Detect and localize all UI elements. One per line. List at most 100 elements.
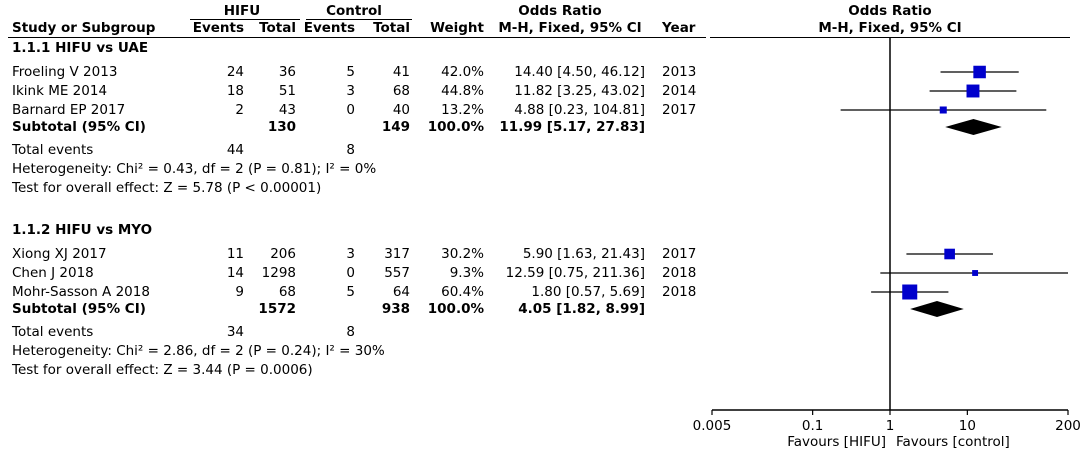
study-total1: 206: [270, 246, 296, 262]
total-events-label: Total events: [12, 142, 94, 158]
study-total2: 41: [392, 64, 410, 80]
study-name: Chen J 2018: [12, 265, 94, 281]
study-events1: 2: [235, 102, 244, 118]
total-events-label: Total events: [12, 324, 94, 340]
subtotal-weight: 100.0%: [427, 301, 484, 317]
weight-header: Weight: [430, 20, 484, 36]
favours-left-label: Favours [HIFU]: [787, 434, 886, 450]
study-name: Mohr-Sasson A 2018: [12, 284, 150, 300]
total-events2: 8: [346, 142, 355, 158]
x-tick-label: 0.1: [802, 418, 823, 434]
study-year: 2013: [662, 64, 697, 80]
study-total2: 68: [392, 83, 410, 99]
study-name: Ikink ME 2014: [12, 83, 108, 99]
study-events1: 18: [226, 83, 244, 99]
study-total1: 1298: [261, 265, 296, 281]
study-events1: 11: [226, 246, 244, 262]
subtotal-ci: 4.05 [1.82, 8.99]: [518, 301, 645, 317]
study-point-square: [902, 284, 918, 300]
study-ci: 1.80 [0.57, 5.69]: [531, 284, 645, 300]
x-tick-label: 200: [1055, 418, 1081, 434]
total1-header: Total: [259, 20, 296, 36]
study-weight: 30.2%: [441, 246, 484, 262]
study-total1: 43: [278, 102, 296, 118]
study-ci: 5.90 [1.63, 21.43]: [522, 246, 645, 262]
study-header: Study or Subgroup: [12, 20, 156, 36]
study-total2: 557: [384, 265, 410, 281]
study-events2: 0: [346, 265, 355, 281]
total-events1: 44: [226, 142, 244, 158]
study-events2: 3: [346, 246, 355, 262]
study-weight: 9.3%: [449, 265, 484, 281]
study-total1: 68: [278, 284, 296, 300]
study-year: 2017: [662, 246, 697, 262]
hifu-group-header: HIFU: [223, 3, 261, 19]
control-group-rule: [306, 19, 412, 20]
study-events2: 5: [346, 284, 355, 300]
or-header-right: Odds Ratio: [848, 3, 932, 19]
study-ci: 12.59 [0.75, 211.36]: [505, 265, 645, 281]
study-point-square: [966, 84, 980, 98]
total-events2: 8: [346, 324, 355, 340]
or-header-left: Odds Ratio: [518, 3, 602, 19]
study-ci: 11.82 [3.25, 43.02]: [514, 83, 645, 99]
study-total2: 317: [384, 246, 410, 262]
study-year: 2018: [662, 265, 697, 281]
subtotal-ci: 11.99 [5.17, 27.83]: [499, 119, 645, 135]
heterogeneity-text: Heterogeneity: Chi² = 2.86, df = 2 (P = …: [12, 343, 385, 359]
study-year: 2014: [662, 83, 697, 99]
study-point-square: [944, 248, 955, 260]
subtotal-label: Subtotal (95% CI): [12, 301, 146, 317]
study-point-square: [973, 65, 986, 79]
or-subheader-right: M-H, Fixed, 95% CI: [818, 20, 962, 36]
subtotal-total1: 130: [267, 119, 296, 135]
study-events2: 0: [346, 102, 355, 118]
events2-header: Events: [303, 20, 355, 36]
study-events2: 5: [346, 64, 355, 80]
subtotal-diamond: [910, 301, 964, 317]
total-events1: 34: [226, 324, 244, 340]
year-header: Year: [662, 20, 696, 36]
study-total1: 36: [278, 64, 296, 80]
control-group-header: Control: [326, 3, 382, 19]
subtotal-diamond: [945, 119, 1002, 135]
or-header-rule-right: [710, 37, 1070, 38]
study-total2: 40: [392, 102, 410, 118]
overall-effect-text: Test for overall effect: Z = 3.44 (P = 0…: [12, 362, 313, 378]
subtotal-total2: 149: [381, 119, 410, 135]
study-weight: 44.8%: [441, 83, 484, 99]
events1-header: Events: [192, 20, 244, 36]
hifu-group-rule: [190, 19, 300, 20]
total2-header: Total: [373, 20, 410, 36]
study-weight: 42.0%: [441, 64, 484, 80]
subgroup-title: 1.1.2 HIFU vs MYO: [12, 222, 153, 238]
study-point-square: [939, 106, 947, 114]
study-ci: 14.40 [4.50, 46.12]: [514, 64, 645, 80]
study-weight: 60.4%: [441, 284, 484, 300]
study-name: Barnard EP 2017: [12, 102, 126, 118]
x-tick-label: 10: [959, 418, 976, 434]
heterogeneity-text: Heterogeneity: Chi² = 0.43, df = 2 (P = …: [12, 161, 377, 177]
favours-right-label: Favours [control]: [896, 434, 1010, 450]
x-tick-label: 0.005: [693, 418, 732, 434]
study-name: Xiong XJ 2017: [12, 246, 107, 262]
study-point-square: [972, 270, 979, 276]
subtotal-weight: 100.0%: [427, 119, 484, 135]
or-subheader-left: M-H, Fixed, 95% CI: [498, 20, 642, 36]
study-weight: 13.2%: [441, 102, 484, 118]
subgroup-title: 1.1.1 HIFU vs UAE: [12, 40, 149, 56]
study-events1: 24: [226, 64, 244, 80]
subtotal-total2: 938: [381, 301, 410, 317]
overall-effect-text: Test for overall effect: Z = 5.78 (P < 0…: [12, 180, 322, 196]
study-ci: 4.88 [0.23, 104.81]: [514, 102, 645, 118]
study-name: Froeling V 2013: [12, 64, 118, 80]
table-header-rule: [8, 37, 706, 38]
study-total2: 64: [392, 284, 410, 300]
x-tick-label: 1: [886, 418, 895, 434]
subtotal-total1: 1572: [258, 301, 296, 317]
study-events1: 14: [226, 265, 244, 281]
study-events2: 3: [346, 83, 355, 99]
subtotal-label: Subtotal (95% CI): [12, 119, 146, 135]
